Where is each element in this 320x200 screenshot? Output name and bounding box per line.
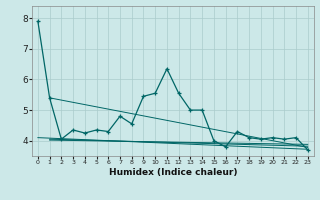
X-axis label: Humidex (Indice chaleur): Humidex (Indice chaleur) (108, 168, 237, 177)
